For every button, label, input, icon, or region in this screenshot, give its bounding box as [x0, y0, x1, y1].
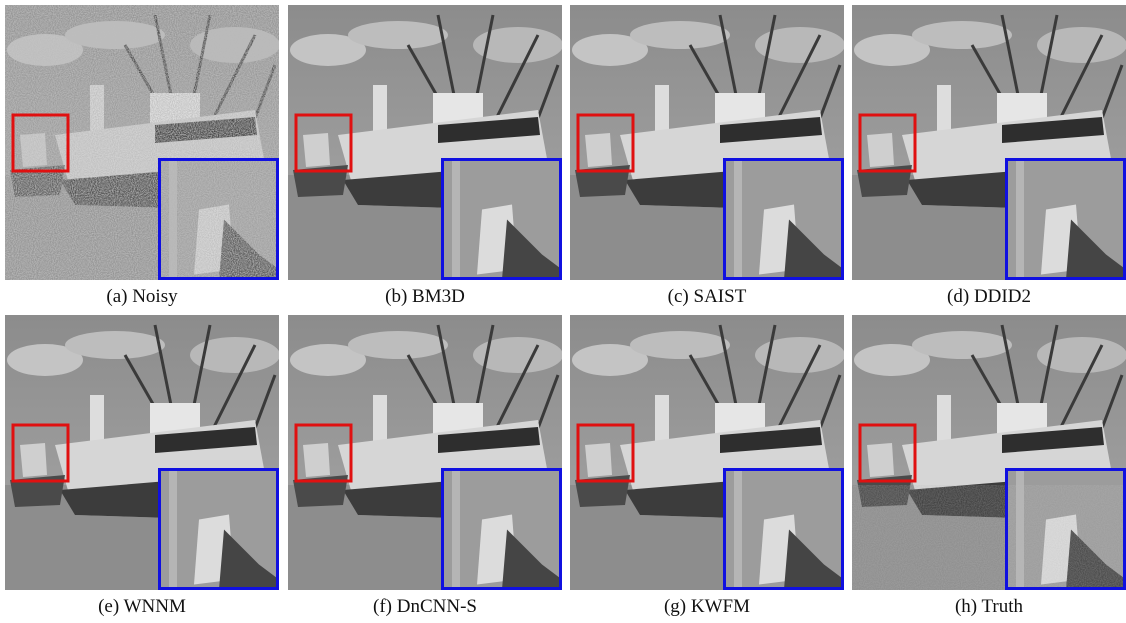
zoom-inset: [159, 470, 279, 590]
texture-overlay: [852, 485, 1126, 590]
panel-image: [570, 5, 844, 280]
panel-image: [570, 315, 844, 590]
zoom-inset: [442, 160, 562, 280]
zoom-inset: [1006, 160, 1126, 280]
panel-image: [288, 315, 562, 590]
panel: (g) KWFM: [570, 315, 844, 618]
caption: (a) Noisy: [5, 286, 279, 308]
caption: (f) DnCNN-S: [288, 596, 562, 618]
panel-image: [852, 5, 1126, 280]
caption: (c) SAIST: [570, 286, 844, 308]
panel: (c) SAIST: [570, 5, 844, 308]
panel: (d) DDID2: [852, 5, 1126, 308]
panel: (f) DnCNN-S: [288, 315, 562, 618]
caption: (g) KWFM: [570, 596, 844, 618]
panel-image: [852, 315, 1126, 590]
panel: (h) Truth: [852, 315, 1126, 618]
zoom-inset: [724, 160, 844, 280]
caption: (h) Truth: [852, 596, 1126, 618]
zoom-inset: [724, 470, 844, 590]
zoom-inset: [442, 470, 562, 590]
noise-overlay: [5, 5, 279, 280]
caption: (e) WNNM: [5, 596, 279, 618]
panel-image: [5, 315, 279, 590]
panel: (b) BM3D: [288, 5, 562, 308]
caption: (d) DDID2: [852, 286, 1126, 308]
caption: (b) BM3D: [288, 286, 562, 308]
panel: (e) WNNM: [5, 315, 279, 618]
figure: (a) Noisy (b) BM3D (c) SAIST (d) DDID2 (e) W…: [0, 0, 1126, 623]
panel: (a) Noisy: [5, 5, 279, 308]
panel-image: [5, 5, 279, 280]
panel-image: [288, 5, 562, 280]
